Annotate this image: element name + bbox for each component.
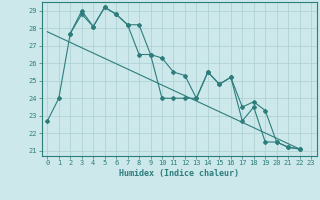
X-axis label: Humidex (Indice chaleur): Humidex (Indice chaleur) — [119, 169, 239, 178]
